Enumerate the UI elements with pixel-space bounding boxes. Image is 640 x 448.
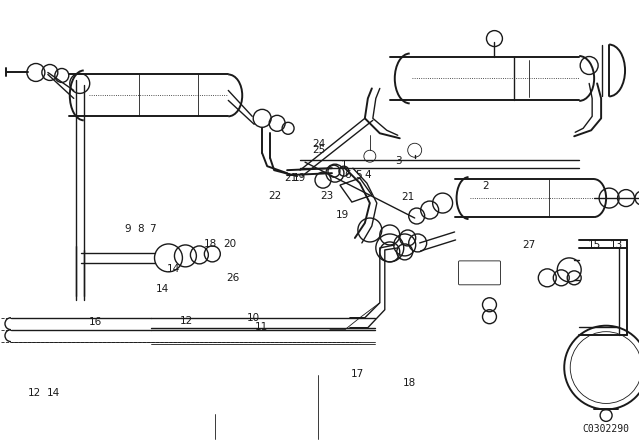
- Text: 10: 10: [246, 313, 260, 323]
- Text: 18: 18: [403, 378, 416, 388]
- Text: 12: 12: [28, 388, 41, 398]
- Text: 5: 5: [355, 170, 362, 180]
- Text: 4: 4: [365, 170, 371, 180]
- Text: 15: 15: [588, 241, 601, 250]
- Text: 11: 11: [255, 322, 268, 332]
- Text: 13: 13: [610, 241, 623, 250]
- Text: 26: 26: [226, 272, 239, 283]
- Text: 20: 20: [223, 239, 236, 249]
- Text: 22: 22: [269, 191, 282, 201]
- Text: 25: 25: [312, 145, 325, 155]
- Text: 14: 14: [156, 284, 169, 294]
- Text: 19: 19: [293, 173, 306, 183]
- Text: 9: 9: [124, 224, 131, 234]
- Text: 24: 24: [312, 138, 325, 149]
- Text: 23: 23: [320, 191, 333, 201]
- Text: 6: 6: [344, 170, 351, 180]
- Text: 14: 14: [166, 264, 180, 274]
- Text: 1: 1: [341, 160, 348, 170]
- Text: 27: 27: [523, 241, 536, 250]
- Text: 7: 7: [150, 224, 156, 234]
- Text: 17: 17: [350, 369, 364, 379]
- Text: 21: 21: [401, 192, 415, 202]
- Text: 21: 21: [285, 173, 298, 183]
- Text: 8: 8: [137, 224, 143, 234]
- Text: 16: 16: [89, 317, 102, 327]
- Text: 3: 3: [395, 155, 402, 166]
- Text: 12: 12: [179, 316, 193, 326]
- Text: 14: 14: [47, 388, 60, 398]
- Text: 2: 2: [483, 181, 489, 191]
- Text: 19: 19: [336, 210, 349, 220]
- Text: 18: 18: [204, 239, 217, 249]
- Text: C0302290: C0302290: [582, 424, 629, 435]
